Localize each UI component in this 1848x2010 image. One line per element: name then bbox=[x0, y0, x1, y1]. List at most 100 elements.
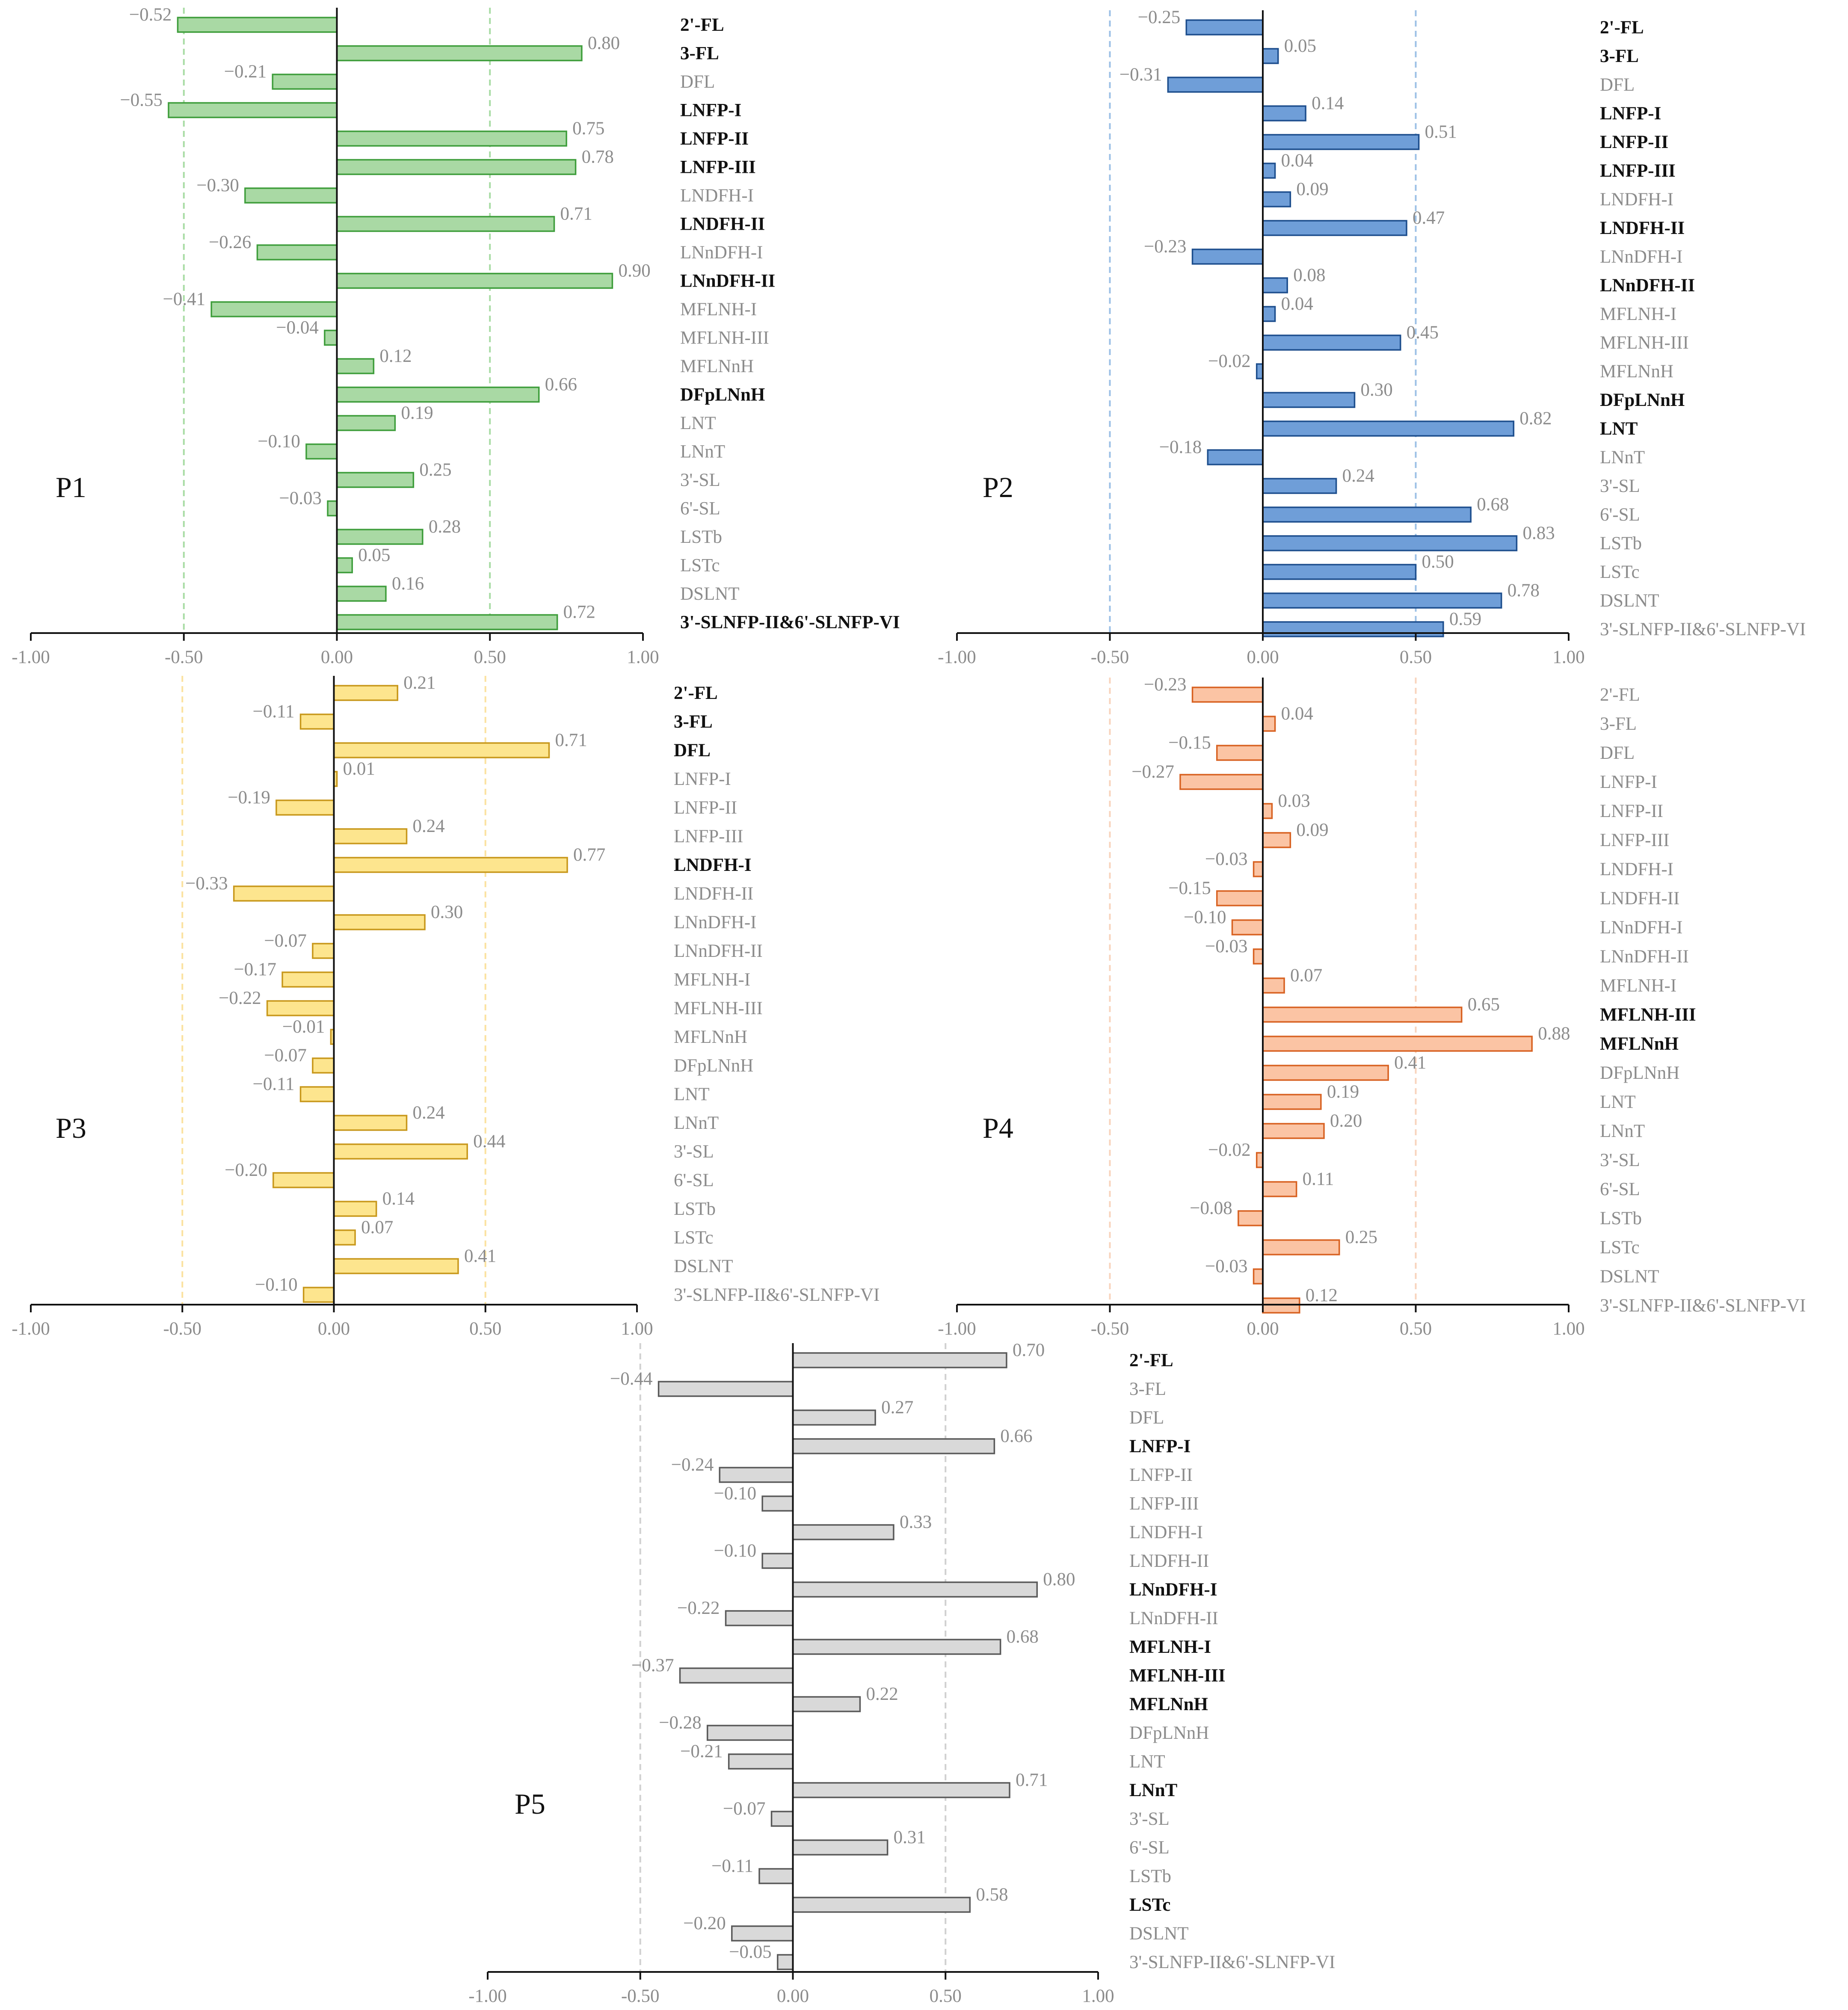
bar-value-label: 0.19 bbox=[401, 403, 433, 423]
bar bbox=[256, 244, 338, 261]
category-label: MFLNH-III bbox=[1600, 1005, 1696, 1025]
bar-value-label: 0.05 bbox=[1284, 36, 1316, 56]
bar-value-label: −0.17 bbox=[234, 959, 277, 980]
bar-value-label: 0.14 bbox=[382, 1189, 415, 1209]
bar bbox=[679, 1667, 794, 1684]
bar-value-label: −0.11 bbox=[253, 702, 295, 722]
bar-value-label: 0.71 bbox=[555, 730, 587, 750]
category-label: 3'-SLNFP-II&6'-SLNFP-VI bbox=[1129, 1952, 1335, 1972]
category-label: DFL bbox=[680, 72, 715, 92]
bar bbox=[336, 159, 577, 175]
bar bbox=[657, 1381, 794, 1397]
bar bbox=[792, 1696, 861, 1712]
category-label: LNT bbox=[680, 413, 716, 433]
bar-value-label: 0.50 bbox=[1422, 552, 1454, 572]
category-label: 6'-SL bbox=[674, 1170, 714, 1190]
category-label: LNnDFH-I bbox=[1129, 1580, 1217, 1600]
bar-value-label: 0.05 bbox=[358, 545, 390, 565]
bar bbox=[305, 443, 338, 460]
category-label: LNT bbox=[674, 1084, 710, 1104]
panel-p1: −0.52 2'-FL 0.80 3-FL −0.21 DFL −0.55 LNFP-I 0.7… bbox=[12, 5, 900, 667]
category-label: 2'-FL bbox=[680, 15, 724, 35]
category-label: 2'-FL bbox=[674, 683, 718, 703]
category-label: LNnDFH-II bbox=[680, 271, 775, 291]
bar-value-label: −0.10 bbox=[1184, 907, 1226, 927]
category-label: LNnT bbox=[674, 1113, 719, 1133]
category-label: 6'-SL bbox=[680, 499, 720, 519]
bar-value-label: −0.03 bbox=[1205, 1256, 1248, 1276]
category-label: 3-FL bbox=[680, 44, 719, 64]
bar bbox=[1216, 890, 1264, 906]
bar bbox=[1262, 306, 1276, 322]
category-label: LNnDFH-I bbox=[680, 243, 763, 263]
category-label: MFLNnH bbox=[1600, 361, 1673, 382]
category-label: DFpLNnH bbox=[1129, 1723, 1209, 1743]
x-tick-label: 0.00 bbox=[321, 647, 353, 667]
category-label: 3'-SLNFP-II&6'-SLNFP-VI bbox=[1600, 619, 1806, 639]
category-label: 3'-SL bbox=[674, 1142, 714, 1162]
bar bbox=[792, 1409, 876, 1426]
bar-value-label: −0.20 bbox=[683, 1913, 726, 1933]
bar bbox=[758, 1868, 794, 1884]
bar bbox=[336, 557, 353, 574]
category-label: 3'-SLNFP-II&6'-SLNFP-VI bbox=[674, 1285, 880, 1305]
category-label: LNFP-III bbox=[1600, 830, 1669, 850]
bar-value-label: 0.25 bbox=[419, 460, 451, 480]
bar bbox=[1179, 774, 1264, 790]
category-label: LNFP-I bbox=[680, 101, 741, 121]
bar bbox=[731, 1925, 794, 1942]
bar-value-label: 0.03 bbox=[1278, 791, 1310, 811]
category-label: LNnT bbox=[680, 442, 725, 462]
bar-value-label: −0.10 bbox=[714, 1483, 757, 1504]
bar bbox=[792, 1839, 888, 1856]
panel-p3: 0.21 2'-FL −0.11 3-FL 0.71 DFL 0.01 LNFP-I −0.19… bbox=[12, 673, 880, 1339]
bar bbox=[333, 857, 568, 873]
panel-label: P2 bbox=[983, 471, 1013, 503]
x-tick-label: 1.00 bbox=[1082, 1986, 1114, 2006]
bar bbox=[1191, 249, 1264, 265]
bar bbox=[1262, 420, 1515, 437]
bar bbox=[1262, 1065, 1389, 1081]
bar-value-label: −0.08 bbox=[1190, 1198, 1232, 1218]
bar-value-label: 0.27 bbox=[881, 1397, 913, 1418]
bar bbox=[1262, 478, 1337, 494]
bar bbox=[1262, 506, 1472, 523]
bar-value-label: −0.03 bbox=[279, 488, 322, 509]
bar-value-label: 0.04 bbox=[1281, 151, 1313, 171]
bar-value-label: 0.44 bbox=[473, 1131, 505, 1152]
bar bbox=[1238, 1210, 1264, 1226]
bar-value-label: 0.88 bbox=[1538, 1024, 1570, 1044]
category-label: LNFP-III bbox=[1129, 1494, 1199, 1514]
bar-value-label: 0.71 bbox=[560, 204, 592, 224]
bar bbox=[1262, 1094, 1322, 1110]
bar-value-label: −0.21 bbox=[680, 1741, 723, 1761]
bar-value-label: 0.41 bbox=[1394, 1053, 1426, 1073]
category-label: DFL bbox=[1129, 1408, 1164, 1428]
category-label: LNFP-III bbox=[674, 826, 743, 847]
bar bbox=[333, 685, 399, 701]
x-tick-label: -0.50 bbox=[163, 1319, 201, 1339]
bar bbox=[275, 799, 335, 816]
bar bbox=[336, 415, 396, 431]
bar bbox=[1262, 105, 1306, 121]
category-label: LSTc bbox=[1600, 1237, 1640, 1258]
panel-p4: −0.23 2'-FL 0.04 3-FL −0.15 DFL −0.27 LNFP-I 0.0… bbox=[938, 675, 1806, 1339]
bar-value-label: 0.82 bbox=[1519, 409, 1552, 429]
bar-value-label: 0.78 bbox=[582, 147, 614, 167]
bar bbox=[333, 1143, 468, 1160]
bar-value-label: 0.80 bbox=[1043, 1569, 1075, 1590]
category-label: LNnDFH-I bbox=[1600, 247, 1682, 267]
bar-value-label: −0.10 bbox=[258, 432, 300, 452]
category-label: LNFP-III bbox=[1600, 161, 1676, 181]
bar-value-label: 0.66 bbox=[1000, 1426, 1032, 1446]
x-tick-label: -1.00 bbox=[938, 647, 976, 667]
bar-value-label: 0.77 bbox=[573, 845, 605, 865]
category-label: 3'-SL bbox=[1600, 476, 1640, 496]
bar-value-label: 0.59 bbox=[1449, 609, 1481, 629]
bar-value-label: 0.30 bbox=[431, 902, 463, 922]
bar-value-label: 0.09 bbox=[1296, 820, 1328, 840]
category-label: LNDFH-II bbox=[1600, 888, 1679, 909]
category-label: MFLNH-III bbox=[1129, 1666, 1226, 1686]
bar-value-label: −0.15 bbox=[1168, 878, 1211, 898]
bar-value-label: 0.21 bbox=[403, 673, 435, 693]
